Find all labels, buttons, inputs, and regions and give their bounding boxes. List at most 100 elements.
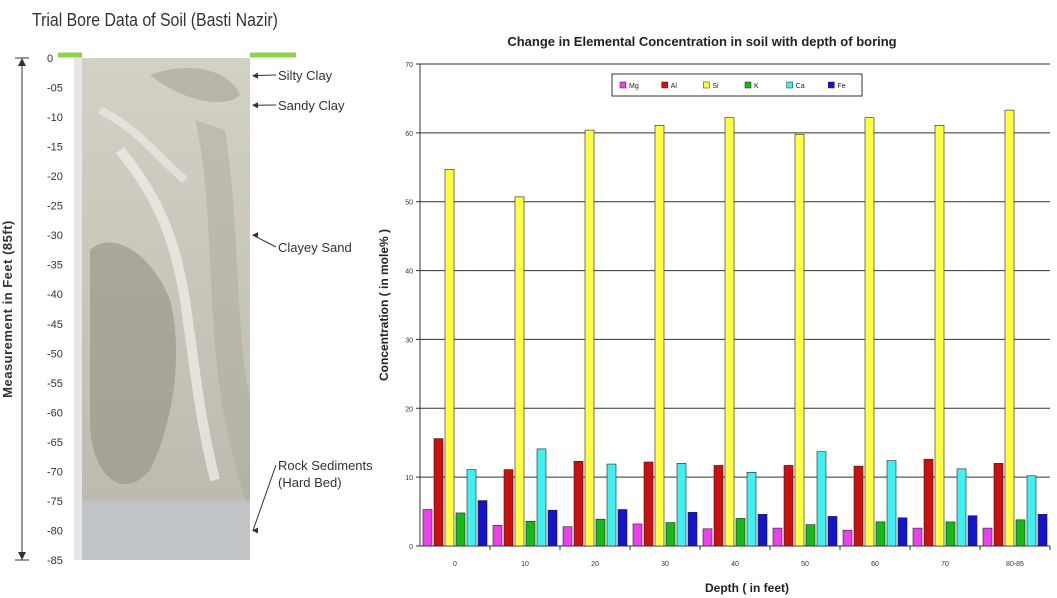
soil-dark-patch-top: [150, 67, 240, 103]
x-tick-label: 60: [871, 561, 879, 568]
y-tick-label: 40: [405, 269, 413, 276]
bar-si-30: [654, 124, 665, 547]
y-tick-label: 20: [405, 406, 413, 413]
x-tick-label: 80-85: [1006, 561, 1024, 568]
bar-si-0: [444, 169, 455, 547]
x-tick-label: 20: [591, 561, 599, 568]
depth-tick-label: -75: [47, 496, 63, 508]
bar-k-70: [945, 521, 956, 547]
bar-al-8085: [993, 463, 1004, 547]
bar-k-20: [595, 518, 606, 547]
layer-leader-arrow: [252, 232, 258, 239]
x-tick-label: 40: [731, 561, 739, 568]
legend-swatch-al: [661, 81, 668, 89]
bar-ca-0: [466, 469, 477, 547]
layer-label: Sandy Clay: [278, 98, 345, 113]
bar-si-70: [934, 124, 945, 547]
soil-dark-patch: [90, 242, 177, 485]
legend-swatch-fe: [828, 81, 835, 89]
bar-fe-20: [617, 509, 628, 547]
chart-panel: Change in Elemental Concentration in soi…: [360, 0, 1057, 598]
bar-si-40: [724, 117, 735, 547]
depth-tick-label: -10: [47, 112, 63, 124]
bar-al-60: [853, 465, 864, 547]
legend-swatch-si: [703, 81, 710, 89]
legend-label-si: Si: [712, 83, 719, 90]
bar-fe-40: [757, 514, 768, 547]
y-tick-label: 30: [405, 337, 413, 344]
bar-mg-8085: [982, 527, 993, 547]
y-tick-label: 70: [405, 62, 413, 69]
depth-tick-label: -45: [47, 319, 63, 331]
bar-al-70: [923, 458, 934, 547]
depth-arrow-up: [18, 58, 26, 66]
bar-ca-20: [606, 463, 617, 547]
legend-swatch-k: [744, 81, 752, 89]
bar-mg-0: [422, 509, 433, 547]
x-tick-label: 50: [801, 561, 809, 568]
depth-arrow-down: [18, 552, 26, 560]
bar-fe-60: [897, 517, 908, 547]
depth-tick-label: -25: [47, 201, 63, 213]
depth-tick-label: -30: [47, 230, 63, 242]
bar-al-50: [783, 465, 794, 547]
bar-mg-20: [562, 526, 573, 547]
y-axis-label: Concentration ( in mole% ): [377, 229, 391, 381]
x-tick-label: 30: [661, 561, 669, 568]
legend-label-k: K: [754, 83, 759, 90]
bar-k-8085: [1015, 519, 1026, 547]
bar-fe-0: [477, 500, 488, 547]
bar-fe-8085: [1037, 514, 1048, 547]
bar-fe-10: [547, 509, 558, 547]
depth-tick-label: -85: [47, 555, 63, 567]
elemental-bar-chart: Change in Elemental Concentration in soi…: [377, 34, 1051, 595]
chart-title: Change in Elemental Concentration in soi…: [507, 34, 896, 49]
bar-ca-40: [746, 472, 757, 547]
hard-bed-layer: [82, 500, 250, 560]
bar-mg-60: [842, 529, 853, 547]
x-axis-label: Depth ( in feet): [705, 581, 789, 595]
y-tick-label: 0: [409, 544, 413, 551]
depth-tick-label: -60: [47, 407, 63, 419]
layer-leader-arrow: [252, 72, 258, 79]
soil-dark-streak: [195, 120, 250, 510]
x-tick-label: 0: [453, 561, 457, 568]
x-tick-label: 70: [941, 561, 949, 568]
depth-tick-label: -55: [47, 378, 63, 390]
layer-label: Rock Sediments: [278, 458, 373, 473]
bar-mg-40: [702, 528, 713, 547]
legend-swatch-mg: [619, 81, 627, 89]
depth-tick-label: -20: [47, 171, 63, 183]
bar-k-0: [455, 512, 466, 547]
bore-profile-figure: Measurement in Feet (85ft) 0 -05 -10 -15 -20 -…: [0, 52, 373, 567]
layer-leader-line: [252, 464, 277, 531]
bar-fe-50: [827, 516, 838, 547]
bar-k-40: [735, 518, 746, 547]
bar-mg-70: [912, 527, 923, 547]
bar-k-60: [875, 521, 886, 547]
depth-tick-label: -35: [47, 260, 63, 272]
bar-k-50: [805, 524, 816, 547]
bar-al-40: [713, 465, 724, 547]
depth-tick-label: -80: [47, 525, 63, 537]
hard-bed-highlight: [82, 500, 250, 560]
bar-ca-30: [676, 463, 687, 547]
bar-k-30: [665, 522, 676, 547]
layer-label: Silty Clay: [278, 68, 333, 83]
bar-fe-70: [967, 515, 978, 547]
bar-si-50: [794, 133, 805, 547]
legend-label-fe: Fe: [837, 83, 845, 90]
depth-tick-label: -15: [47, 142, 63, 154]
bore-side-strip: [74, 58, 82, 560]
depth-axis-label: Measurement in Feet (85ft): [0, 220, 15, 398]
legend-label-ca: Ca: [796, 83, 805, 90]
y-tick-label: 10: [405, 475, 413, 482]
bar-al-0: [433, 438, 444, 547]
bar-ca-8085: [1026, 475, 1037, 547]
legend-label-al: Al: [671, 83, 678, 90]
bar-k-10: [525, 520, 536, 547]
soil-light-streak-2: [98, 106, 188, 184]
y-tick-label: 50: [405, 200, 413, 207]
layer-leader-arrow: [252, 527, 258, 534]
bar-ca-10: [536, 448, 547, 547]
